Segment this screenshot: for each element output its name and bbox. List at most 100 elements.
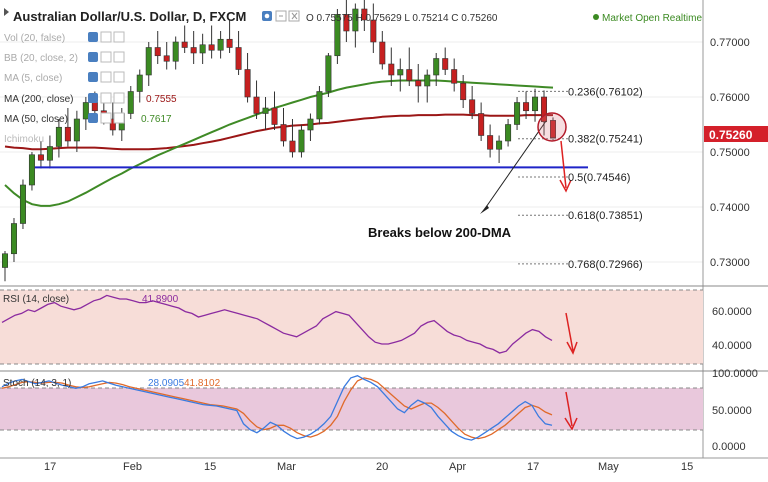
candle-body bbox=[19, 184, 26, 224]
fib-level-label: 0.768(0.72966) bbox=[568, 259, 643, 271]
price-panel[interactable]: Breaks below 200-DMA 0.236(0.76102) 0.382… bbox=[0, 0, 703, 285]
candle bbox=[514, 97, 521, 130]
ohlc-values: O 0.75575 H 0.75629 L 0.75214 C 0.75260 bbox=[306, 13, 498, 24]
market-status: Market Open Realtime bbox=[602, 13, 702, 24]
ma200-hide-icon[interactable] bbox=[100, 92, 112, 104]
ma5-hide-icon[interactable] bbox=[100, 71, 112, 83]
candle bbox=[55, 119, 62, 158]
rsi-panel[interactable]: RSI (14, close) 41.8900 60.0000 40.0000 bbox=[0, 289, 752, 365]
breakdown-annotation: Breaks below 200-DMA bbox=[368, 225, 512, 240]
candle bbox=[451, 58, 458, 92]
candle bbox=[541, 90, 548, 136]
time-tick-label: 20 bbox=[376, 461, 388, 473]
ma50-hide-icon[interactable] bbox=[100, 112, 112, 124]
current-price-tag: 0.75260 bbox=[704, 126, 768, 142]
price-panel-background bbox=[0, 0, 703, 285]
candle bbox=[73, 110, 80, 152]
collapse-arrow-icon[interactable] bbox=[4, 8, 9, 16]
candle bbox=[2, 251, 8, 282]
candle-body bbox=[289, 140, 296, 153]
vol-hide-icon[interactable] bbox=[100, 31, 112, 43]
ma200-settings-icon[interactable] bbox=[88, 93, 98, 103]
rsi-tick-label: 60.0000 bbox=[712, 306, 752, 318]
current-price-label: 0.75260 bbox=[709, 128, 753, 142]
stoch-tick-label: 0.0000 bbox=[712, 441, 746, 453]
ma5-settings-icon[interactable] bbox=[88, 72, 98, 82]
candle bbox=[253, 80, 260, 119]
candle bbox=[28, 152, 35, 191]
vol-settings-icon[interactable] bbox=[88, 32, 98, 42]
legend-row-ma5[interactable]: MA (5, close) bbox=[4, 71, 125, 84]
ma50-close-icon[interactable] bbox=[113, 112, 125, 124]
candle bbox=[199, 33, 206, 64]
stoch-tick-label: 50.0000 bbox=[712, 405, 752, 417]
candle-body bbox=[523, 102, 530, 112]
candle-body bbox=[226, 38, 233, 48]
ma200-close-icon[interactable] bbox=[113, 92, 125, 104]
candle bbox=[334, 9, 341, 64]
fib-level-label: 0.618(0.73851) bbox=[568, 210, 643, 222]
rsi-path bbox=[1, 294, 553, 354]
candle-body bbox=[10, 223, 17, 255]
legend-ma50-value: 0.7617 bbox=[141, 114, 172, 125]
time-tick-label: Feb bbox=[123, 461, 142, 473]
candle bbox=[388, 47, 395, 86]
candle bbox=[379, 31, 386, 70]
candle bbox=[271, 91, 278, 130]
candle-body bbox=[370, 19, 377, 43]
stoch-k-path bbox=[1, 374, 553, 441]
settings-icon[interactable] bbox=[262, 11, 272, 21]
ma200-path bbox=[4, 113, 553, 151]
candle bbox=[109, 102, 116, 136]
candle bbox=[316, 86, 323, 125]
candle bbox=[127, 86, 134, 119]
legend-vol-label: Vol (20, false) bbox=[4, 33, 65, 44]
time-axis[interactable]: 17 Feb 15 Mar 20 Apr 17 May 15 bbox=[0, 457, 768, 473]
legend-row-bb[interactable]: BB (20, close, 2) bbox=[4, 51, 125, 64]
candle bbox=[460, 75, 467, 108]
candle-body bbox=[127, 91, 134, 114]
ma50-settings-icon[interactable] bbox=[88, 113, 98, 123]
price-tick-label: 0.76000 bbox=[710, 92, 750, 104]
candle bbox=[397, 58, 404, 92]
bb-settings-icon[interactable] bbox=[88, 52, 98, 62]
candle bbox=[262, 97, 269, 130]
legend-row-ma200[interactable]: MA (200, close) 0.7555 bbox=[4, 92, 177, 105]
bb-close-icon[interactable] bbox=[113, 51, 125, 63]
price-tick-label: 0.73000 bbox=[710, 257, 750, 269]
vol-close-icon[interactable] bbox=[113, 31, 125, 43]
candle-body bbox=[91, 102, 98, 112]
price-tick-label: 0.75000 bbox=[710, 147, 750, 159]
price-tick-label: 0.77000 bbox=[710, 37, 750, 49]
hide-icon[interactable] bbox=[275, 10, 287, 22]
ma5-close-icon[interactable] bbox=[113, 71, 125, 83]
price-axis[interactable]: 0.77000 0.76000 0.75000 0.74000 0.73000 … bbox=[702, 0, 768, 458]
stoch-title: Stoch (14, 3, 1) bbox=[3, 378, 71, 389]
legend-row-ichimoku[interactable]: Ichimoku bbox=[4, 134, 44, 145]
candle-body bbox=[442, 58, 449, 70]
candle-body bbox=[271, 107, 278, 125]
close-icon[interactable] bbox=[288, 10, 300, 22]
candle bbox=[307, 113, 314, 141]
candle bbox=[361, 0, 368, 31]
legend-bb-label: BB (20, close, 2) bbox=[4, 53, 78, 64]
candle bbox=[280, 108, 287, 147]
legend-row-vol[interactable]: Vol (20, false) bbox=[4, 31, 125, 44]
candle-body bbox=[37, 154, 44, 161]
legend-row-ma50[interactable]: MA (50, close) 0.7617 bbox=[4, 112, 172, 125]
bb-hide-icon[interactable] bbox=[100, 51, 112, 63]
candle bbox=[550, 117, 556, 141]
candle bbox=[406, 47, 413, 86]
candle-body bbox=[361, 8, 368, 21]
candle-body bbox=[298, 129, 305, 153]
candle-body bbox=[136, 74, 143, 92]
stoch-panel[interactable]: Stoch (14, 3, 1) 28.0905 41.8102 100.000… bbox=[0, 368, 758, 453]
rsi-band bbox=[0, 290, 703, 364]
candle-body bbox=[415, 80, 422, 87]
fibonacci-labels: 0.236(0.76102) 0.382(0.75241) 0.5(0.74546)… bbox=[568, 86, 643, 270]
candle bbox=[64, 108, 71, 147]
time-tick-label: 17 bbox=[527, 461, 539, 473]
candle-body bbox=[514, 102, 521, 125]
candle bbox=[433, 53, 440, 86]
